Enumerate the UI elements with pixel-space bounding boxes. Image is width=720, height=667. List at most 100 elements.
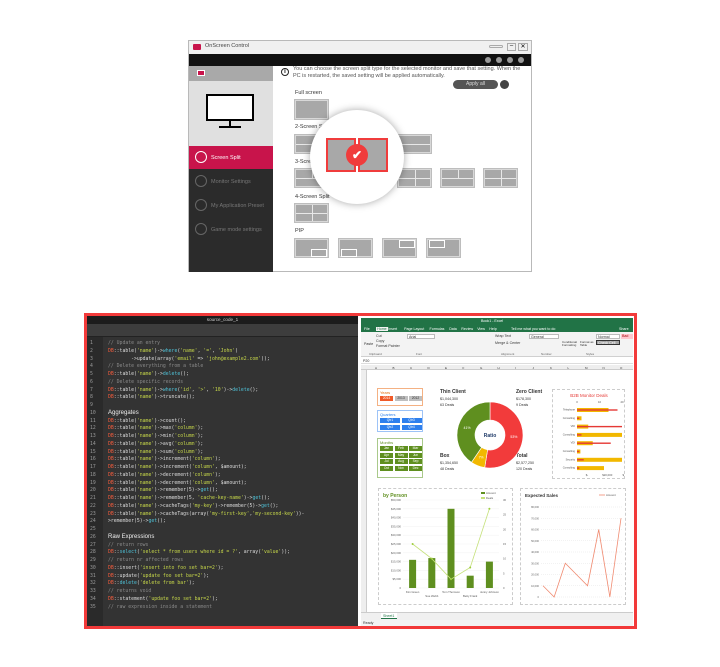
slicer-item[interactable]: Aug (394, 459, 408, 464)
sheet-tab[interactable]: Sheet1 (383, 614, 395, 618)
donut-slice-box[interactable] (484, 401, 524, 469)
layout-4-split[interactable] (294, 203, 329, 223)
slicer-item[interactable]: Oct (380, 465, 393, 471)
sidebar-item-game-mode-settings[interactable]: Game mode settings (189, 218, 273, 241)
slicer-item[interactable]: Jan (380, 446, 393, 451)
bar-amount[interactable] (577, 466, 604, 471)
ribbon-tab-home[interactable]: Home (376, 326, 388, 331)
wrap-text-button[interactable]: Wrap Text (495, 334, 512, 338)
bar-amount[interactable] (577, 457, 622, 462)
sidebar-item-my-application-preset[interactable]: My Application Preset (189, 194, 273, 217)
column-header[interactable]: E (445, 365, 448, 370)
tell-me-search[interactable]: Tell me what you want to do (511, 326, 556, 331)
column-header[interactable]: M (585, 365, 588, 370)
layout-3-split-4[interactable] (397, 168, 432, 188)
column-header[interactable]: A (375, 365, 378, 370)
donut-slice-thin-client[interactable] (456, 401, 491, 463)
layout-pip-4[interactable] (426, 238, 461, 258)
column-header[interactable]: O (620, 365, 623, 370)
slicer-item[interactable]: 2012 (409, 396, 422, 401)
bar-amount[interactable] (485, 561, 493, 588)
bar-deals[interactable] (577, 409, 618, 411)
sidebar-item-screen-split[interactable]: Screen Split (189, 146, 273, 169)
deals-point[interactable] (488, 507, 491, 510)
bar-deals[interactable] (577, 425, 622, 428)
layout-pip-3[interactable] (382, 238, 417, 258)
bar-amount[interactable] (466, 575, 474, 588)
ribbon-tab-file[interactable]: File (364, 326, 370, 331)
font-select[interactable]: Arial (409, 335, 417, 339)
slicer-item[interactable]: Sep (409, 459, 422, 464)
slicer-item[interactable]: Feb (394, 446, 408, 451)
copy-button[interactable]: Copy (376, 339, 385, 343)
format-painter-button[interactable]: Format Painter (376, 344, 400, 348)
bar-deals[interactable] (577, 434, 582, 436)
bar-deals[interactable] (577, 450, 580, 453)
ribbon-tab-help[interactable]: Help (489, 326, 497, 331)
sales-line[interactable] (542, 518, 622, 598)
slider-icon[interactable] (489, 45, 503, 48)
cursor-icon[interactable] (485, 57, 491, 63)
format-as-table-button[interactable]: Format as Table (580, 340, 594, 348)
ribbon-tab-insert[interactable]: Insert (388, 326, 398, 331)
deals-point[interactable] (450, 578, 452, 581)
bar-deals[interactable] (577, 459, 584, 461)
settings-icon[interactable] (518, 57, 524, 63)
layout-pip-1[interactable] (294, 238, 329, 258)
cut-button[interactable]: Cut (376, 334, 382, 338)
deals-point[interactable] (411, 543, 414, 545)
column-header[interactable]: B (392, 365, 395, 370)
column-header[interactable]: N (602, 365, 605, 370)
sidebar-item-monitor-settings[interactable]: Monitor Settings (189, 170, 273, 193)
column-header[interactable]: G (480, 365, 483, 370)
bar-deals[interactable] (577, 467, 580, 469)
bar-deals[interactable] (577, 417, 580, 419)
formula-bar[interactable]: P20 (361, 358, 633, 364)
name-box[interactable]: P20 (363, 358, 370, 363)
slicer-item[interactable]: Nov (394, 465, 408, 471)
style-bad[interactable]: Bad (622, 334, 629, 338)
slicer-item[interactable]: Mar (409, 446, 422, 451)
number-format-select[interactable]: General (531, 335, 544, 339)
bar-amount[interactable] (428, 558, 436, 588)
layout-3-split-6[interactable] (483, 168, 518, 188)
monitor-icon[interactable] (496, 57, 502, 63)
bar-amount[interactable] (577, 432, 622, 437)
keyboard-icon[interactable] (500, 80, 509, 89)
column-header[interactable]: L (567, 365, 570, 370)
column-header[interactable]: I (515, 365, 516, 370)
share-button[interactable]: Share (619, 326, 629, 331)
deals-point[interactable] (430, 557, 433, 560)
slicer-item[interactable]: Qtr4 (401, 424, 422, 430)
column-header[interactable]: H (497, 365, 500, 370)
slicer-item[interactable]: Qtr3 (401, 418, 422, 423)
slicer-item[interactable]: 2013 (394, 396, 408, 401)
slicer-item[interactable]: Dec (409, 465, 422, 471)
paste-button[interactable]: Paste (364, 342, 374, 346)
layout-3-split-5[interactable] (440, 168, 475, 188)
ribbon-tab-data[interactable]: Data (449, 326, 457, 331)
slicer-item[interactable]: Qtr2 (380, 424, 400, 430)
monitor-selector[interactable] (189, 66, 273, 81)
slicer-item[interactable]: Apr (380, 452, 393, 458)
minimize-button[interactable]: – (507, 43, 516, 51)
style-check-cell[interactable]: Check Cell (598, 341, 616, 345)
bar-deals[interactable] (577, 442, 611, 444)
merge-center-button[interactable]: Merge & Center (495, 341, 521, 345)
column-header[interactable]: K (550, 365, 553, 370)
apply-all-button[interactable]: Apply all (453, 80, 498, 89)
slicer-item[interactable]: Jun (409, 452, 422, 458)
bar-amount[interactable] (409, 559, 417, 588)
deals-point[interactable] (469, 566, 472, 569)
ribbon-tab-formulas[interactable]: Formulas (429, 326, 445, 331)
style-normal[interactable]: Normal (598, 335, 610, 339)
ribbon-tab-review[interactable]: Review (461, 326, 474, 331)
slicer-item[interactable]: Jul (380, 459, 393, 464)
layout-pip-2[interactable] (338, 238, 373, 258)
layout-full-screen[interactable] (294, 99, 329, 120)
ribbon-tab-page-layout[interactable]: Page Layout (404, 326, 425, 331)
close-button[interactable]: ✕ (518, 43, 528, 51)
column-header[interactable]: J (532, 365, 535, 370)
slicer-item[interactable]: Qtr1 (380, 418, 400, 423)
bar-amount[interactable] (447, 508, 455, 588)
